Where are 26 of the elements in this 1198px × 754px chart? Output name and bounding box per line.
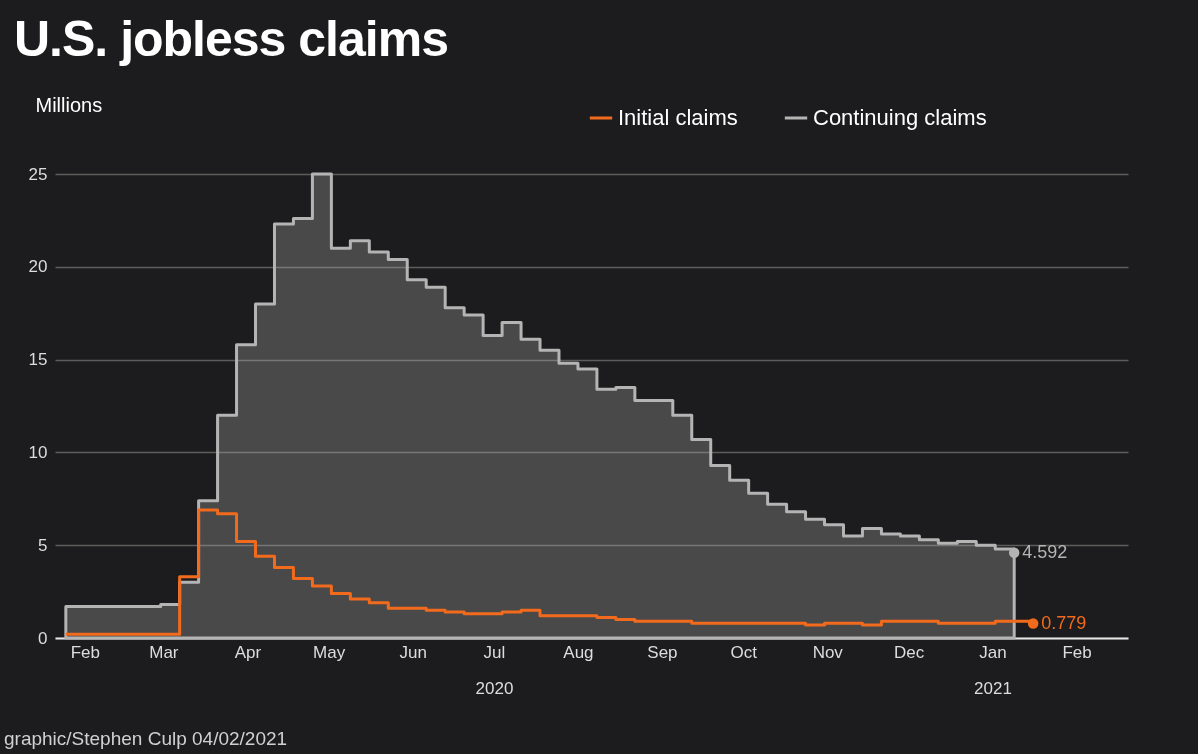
x-tick-label: Dec	[893, 642, 925, 662]
x-tick-label: Aug	[563, 642, 594, 662]
x-tick-label: Feb	[1062, 642, 1092, 662]
text: graphic/Stephen Culp 04/02/2021	[4, 728, 288, 750]
x-tick-label: Jan 2021	[974, 642, 1012, 698]
data-label: 4.592	[1022, 541, 1068, 562]
legend-label: Initial claims	[618, 105, 738, 130]
y-tick-label: 0	[38, 628, 48, 648]
chart-title: U.S. jobless claims	[14, 10, 448, 68]
y-tick-label: 15	[28, 350, 48, 370]
x-tick-label: Mar	[149, 642, 179, 662]
y-tick-label: 20	[28, 257, 48, 277]
x-tick-label: Jun	[399, 642, 427, 662]
x-tick-label: Feb	[70, 642, 100, 662]
y-tick-label: 10	[28, 442, 48, 462]
y-tick-label: 5	[38, 535, 48, 555]
x-tick-label: May	[313, 642, 346, 662]
x-tick-label: Sep	[647, 642, 678, 662]
x-tick-label: Apr	[234, 642, 262, 662]
x-tick-label: Oct	[730, 642, 758, 662]
y-tick-label: 25	[28, 164, 48, 184]
x-tick-label: Jul 2020	[475, 642, 514, 698]
data-label: 0.779	[1041, 612, 1087, 633]
y-axis-title: Millions	[35, 93, 103, 116]
x-tick-label: Nov	[812, 642, 844, 662]
legend-label: Continuing claims	[813, 105, 987, 130]
